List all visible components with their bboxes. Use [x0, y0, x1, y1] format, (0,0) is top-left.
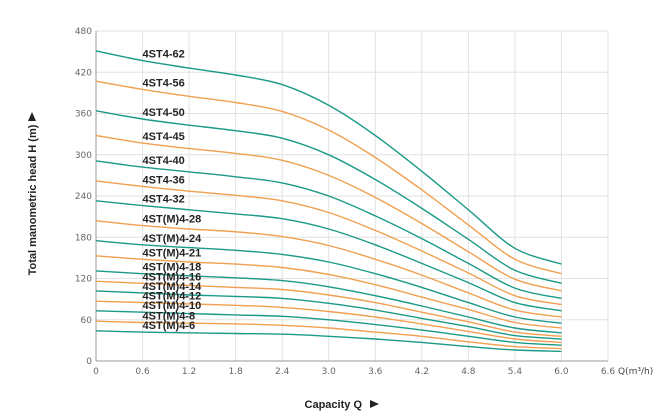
curve-4st-m-4-12	[95, 300, 562, 344]
x-axis-arrow-icon	[370, 400, 379, 408]
y-tick-label: 240	[75, 192, 92, 202]
curve-label: 4ST4-56	[143, 77, 185, 89]
y-tick-label: 120	[75, 275, 92, 285]
curve-label: 4ST4-40	[143, 155, 185, 167]
x-tick-label: 3.6	[368, 367, 383, 377]
y-tick-label: 420	[75, 68, 92, 78]
x-tick-label: 3.0	[322, 367, 337, 377]
x-axis-unit: Q(m³/h)	[618, 367, 653, 377]
curve-4st-m-4-10	[95, 310, 562, 346]
curve-4st-m-4-21	[95, 255, 562, 329]
curve-4st-m-4-18	[95, 270, 562, 334]
x-tick-label: 6.0	[554, 367, 569, 377]
y-tick-label: 360	[75, 110, 92, 120]
curve-label: 4ST4-36	[143, 174, 185, 186]
x-axis-title: Capacity Q	[305, 399, 363, 411]
curve-label: 4ST(M)4-28	[143, 214, 202, 226]
x-tick-label: 6.6	[601, 367, 616, 377]
x-tick-label: 0	[93, 367, 99, 377]
curve-label: 4ST(M)4-21	[143, 247, 202, 259]
curve-4st4-45	[95, 134, 562, 292]
curve-4st4-56	[95, 80, 562, 275]
y-tick-label: 0	[86, 357, 92, 367]
curve-label: 4ST4-62	[143, 49, 185, 61]
x-tick-label: 1.8	[228, 367, 243, 377]
y-tick-label: 60	[81, 316, 93, 326]
curve-label: 4ST(M)4-18	[143, 262, 202, 274]
curve-label: 4ST(M)4-8	[143, 311, 196, 323]
x-tick-label: 1.2	[182, 367, 196, 377]
curve-label: 4ST4-50	[143, 107, 185, 119]
curve-4st4-62	[95, 50, 562, 265]
curve-4st-m-4-6	[95, 330, 562, 353]
curve-labels: 4ST4-62 4ST4-56 4ST4-50 4ST4-45 4ST4-40 4ST4-…	[143, 49, 203, 333]
y-tick-label: 180	[75, 233, 92, 243]
axis-ticks: 0 0.6 1.2 1.8 2.4 3.0 3.6 4.2 4.8 5.4 6.0 6.6 0 60 120…	[75, 27, 616, 377]
curve-4st-m-4-14	[95, 290, 562, 340]
curve-4st-m-4-28	[95, 220, 562, 318]
curve-4st-m-4-16	[95, 280, 562, 337]
y-axis-title: Total manometric head H (m)	[27, 124, 39, 275]
y-tick-label: 480	[75, 27, 92, 37]
curve-4st-m-4-24	[95, 240, 562, 324]
curve-label: 4ST(M)4-6	[143, 320, 196, 332]
curve-label: 4ST(M)4-10	[143, 300, 202, 312]
x-tick-label: 4.2	[415, 367, 429, 377]
curve-label: 4ST4-45	[143, 131, 185, 143]
curve-label: 4ST(M)4-24	[143, 233, 203, 245]
curve-label: 4ST4-32	[143, 194, 185, 206]
curve-4st4-40	[95, 160, 562, 300]
curve-4st4-50	[95, 110, 562, 284]
curve-4st4-32	[95, 200, 562, 312]
grid	[95, 30, 609, 362]
x-tick-label: 0.6	[135, 367, 150, 377]
performance-curves	[95, 50, 562, 353]
curve-4st4-36	[95, 180, 562, 306]
x-tick-label: 5.4	[508, 367, 523, 377]
y-axis-arrow-icon	[28, 112, 36, 121]
curve-label: 4ST(M)4-14	[143, 281, 203, 293]
curve-label: 4ST(M)4-16	[143, 271, 202, 283]
x-tick-label: 4.8	[461, 367, 476, 377]
curve-4st-m-4-8	[95, 320, 562, 350]
x-tick-label: 2.4	[275, 367, 290, 377]
y-tick-label: 300	[75, 151, 92, 161]
curve-label: 4ST(M)4-12	[143, 291, 202, 303]
